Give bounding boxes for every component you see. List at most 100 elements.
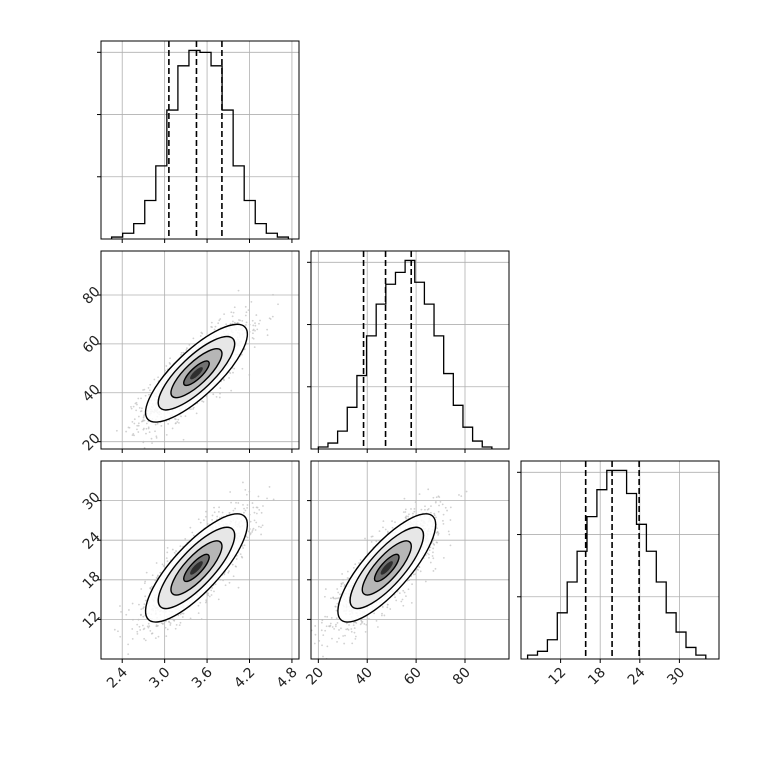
scatter-point <box>268 486 271 488</box>
scatter-point <box>261 524 264 527</box>
hist-panel-1 <box>307 250 510 453</box>
scatter-point <box>223 313 226 316</box>
scatter-point <box>386 603 389 606</box>
scatter-point <box>381 612 383 615</box>
scatter-point <box>219 387 222 389</box>
scatter-point <box>272 498 275 501</box>
scatter-point <box>230 501 232 504</box>
scatter-point <box>136 630 139 633</box>
scatter-point <box>335 609 338 612</box>
scatter-point <box>427 507 430 510</box>
scatter-point <box>184 415 187 418</box>
scatter-point <box>304 655 306 657</box>
x-tick-label: 4.8 <box>274 665 301 692</box>
scatter-point <box>428 556 430 559</box>
scatter-point <box>245 321 248 324</box>
scatter-point <box>418 565 420 568</box>
scatter-point <box>144 595 147 598</box>
scatter-point <box>229 491 232 493</box>
x-tick-label: 4.2 <box>231 665 258 692</box>
scatter-point <box>320 629 323 632</box>
scatter-point <box>352 566 355 569</box>
y-tick-label: 30 <box>80 489 104 513</box>
scatter-point <box>426 552 429 555</box>
scatter-point <box>424 508 426 511</box>
scatter-point <box>229 322 232 325</box>
scatter-point <box>127 643 130 646</box>
scatter-point <box>162 622 164 625</box>
scatter-point <box>328 625 330 628</box>
scatter-point <box>340 627 342 630</box>
scatter-point <box>465 490 468 493</box>
scatter-point <box>330 617 333 619</box>
scatter-point <box>430 505 432 508</box>
scatter-point <box>321 644 323 647</box>
scatter-point <box>149 383 152 386</box>
scatter-point <box>247 530 250 533</box>
scatter-point <box>418 493 421 496</box>
scatter-point <box>258 508 261 511</box>
scatter-point <box>336 621 339 624</box>
scatter-point <box>199 601 202 604</box>
scatter-point <box>180 353 182 356</box>
scatter-point <box>180 415 182 418</box>
scatter-point <box>151 442 153 445</box>
scatter-point <box>370 540 373 543</box>
scatter-point <box>384 528 387 531</box>
scatter-point <box>442 556 445 559</box>
scatter-point <box>398 592 401 595</box>
scatter-point <box>352 624 355 627</box>
scatter-point <box>266 328 269 331</box>
scatter-point <box>335 623 337 626</box>
scatter-point <box>436 527 438 530</box>
scatter-point <box>246 506 249 509</box>
scatter-point <box>142 615 145 618</box>
scatter-point <box>140 397 142 400</box>
scatter-point <box>350 628 353 630</box>
scatter-point <box>253 511 256 514</box>
scatter-point <box>359 623 362 626</box>
scatter-point <box>166 628 169 631</box>
scatter-point <box>460 495 463 498</box>
scatter-point <box>437 533 440 536</box>
scatter-point <box>142 607 144 610</box>
scatter-point <box>142 416 145 419</box>
scatter-point <box>336 588 339 590</box>
scatter-point <box>434 500 437 502</box>
scatter-point <box>335 617 338 620</box>
scatter-point <box>164 620 167 623</box>
scatter-point <box>420 508 423 511</box>
scatter-point <box>239 319 241 322</box>
contour-line <box>337 513 437 623</box>
scatter-point <box>143 447 146 449</box>
scatter-point <box>143 582 146 585</box>
scatter-point <box>447 530 450 533</box>
scatter-point <box>417 569 419 571</box>
scatter-point <box>288 453 290 455</box>
scatter-point <box>442 519 444 522</box>
scatter-point <box>255 512 258 515</box>
scatter-point <box>258 322 260 325</box>
scatter-point <box>403 497 406 500</box>
scatter-point <box>248 323 251 326</box>
scatter-point <box>160 425 163 427</box>
scatter-point <box>246 504 249 506</box>
scatter-point <box>225 323 228 326</box>
scatter-point <box>150 585 153 588</box>
scatter-point <box>213 328 216 331</box>
scatter-point <box>325 625 328 628</box>
scatter-point <box>434 501 437 504</box>
y-tick-label: 60 <box>80 333 104 357</box>
scatter-point <box>165 365 168 367</box>
contour-line <box>183 360 210 387</box>
scatter-point <box>361 620 364 623</box>
scatter-point <box>442 522 445 525</box>
scatter-point <box>245 493 248 496</box>
scatter-point <box>182 438 185 441</box>
scatter-point <box>142 441 145 444</box>
scatter-point <box>217 510 220 513</box>
scatter-point <box>314 625 317 627</box>
x-tick-label: 20 <box>303 665 327 689</box>
